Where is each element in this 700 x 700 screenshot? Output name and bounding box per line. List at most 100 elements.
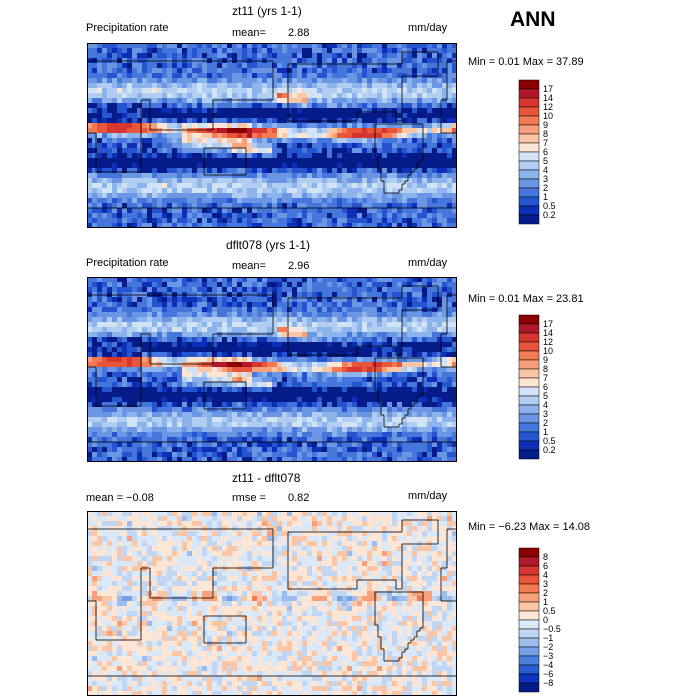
colorbar-segment <box>518 151 540 162</box>
colorbar-tick-label: −6 <box>543 669 553 679</box>
colorbar-tick-label: 10 <box>543 346 553 356</box>
colorbar-tick-label: 4 <box>543 570 548 580</box>
colorbar-segment <box>518 673 540 684</box>
colorbar-tick-label: 3 <box>543 579 548 589</box>
colorbar-tick-label: 2 <box>543 418 548 428</box>
colorbar-tick-label: 9 <box>543 120 548 130</box>
panel-2-range: Min = 0.01 Max = 23.81 <box>468 293 584 305</box>
panel-2-stat-label: mean= <box>232 260 266 272</box>
colorbar-tick-label: −1 <box>543 633 553 643</box>
colorbar-segment <box>518 619 540 630</box>
panel-3-stat-value: 0.82 <box>288 492 310 504</box>
colorbar-segment <box>518 359 540 370</box>
colorbar-tick-label: 4 <box>543 165 548 175</box>
colorbar-tick-label: 1 <box>543 192 548 202</box>
colorbar-segment <box>518 664 540 675</box>
colorbar-tick-label: 6 <box>543 561 548 571</box>
colorbar-segment <box>518 646 540 657</box>
colorbar-tick-label: −8 <box>543 678 553 688</box>
colorbar-segment <box>518 574 540 585</box>
colorbar-tick-label: 8 <box>543 364 548 374</box>
colorbar-tick-label: 12 <box>543 337 553 347</box>
panel-1-units: mm/day <box>408 22 448 34</box>
panel-1-left-label: Precipitation rate <box>86 22 169 34</box>
colorbar-segment <box>518 323 540 334</box>
colorbar-tick-label: 7 <box>543 373 548 383</box>
colorbar-segment <box>518 413 540 424</box>
colorbar-tick-label: 2 <box>543 588 548 598</box>
colorbar-tick-label: −3 <box>543 651 553 661</box>
colorbar-segment <box>518 655 540 666</box>
colorbar-segment <box>518 205 540 216</box>
colorbar-tick-label: 5 <box>543 391 548 401</box>
colorbar-segment <box>518 97 540 108</box>
field-raster <box>87 511 457 696</box>
colorbar-segment <box>518 314 540 325</box>
colorbar-tick-label: 8 <box>543 552 548 562</box>
colorbar-tick-label: 1 <box>543 427 548 437</box>
panel-1-stat-value: 2.88 <box>288 27 310 39</box>
colorbar-segment <box>518 187 540 198</box>
colorbar-tick-label: 6 <box>543 382 548 392</box>
colorbar-segment <box>518 133 540 144</box>
panel-2-title: dflt078 (yrs 1-1) <box>226 238 311 252</box>
panel-2-stat-value: 2.96 <box>288 260 310 272</box>
colorbar-segment <box>518 610 540 621</box>
panel-3-range: Min = −6.23 Max = 14.08 <box>468 521 590 533</box>
colorbar-segment <box>518 160 540 171</box>
colorbar-tick-label: 3 <box>543 174 548 184</box>
panel-3-map <box>87 511 457 696</box>
field-raster <box>87 277 457 462</box>
panel-2-left-label: Precipitation rate <box>86 257 169 269</box>
colorbar-tick-label: 1 <box>543 597 548 607</box>
colorbar-tick-label: 17 <box>543 319 553 329</box>
colorbar-segment <box>518 395 540 406</box>
colorbar-segment <box>518 106 540 117</box>
field-raster <box>87 43 457 228</box>
panel-1-stat-label: mean= <box>232 27 266 39</box>
colorbar-segment <box>518 592 540 603</box>
colorbar-tick-label: 17 <box>543 84 553 94</box>
colorbar-segment <box>518 377 540 388</box>
colorbar-segment <box>518 332 540 343</box>
panel-3-title: zt11 - dflt078 <box>232 471 301 485</box>
colorbar-tick-label: −2 <box>543 642 553 652</box>
colorbar-tick-label: 14 <box>543 328 553 338</box>
colorbar-segment <box>518 386 540 397</box>
colorbar-segment <box>518 422 540 433</box>
map-frame <box>87 277 457 462</box>
colorbar-segment <box>518 682 540 693</box>
colorbar-segment <box>518 583 540 594</box>
colorbar-segment <box>518 214 540 225</box>
colorbar-tick-label: 0.5 <box>543 606 556 616</box>
colorbar-segment <box>518 601 540 612</box>
colorbar-tick-label: 0.5 <box>543 201 556 211</box>
panel-1-map <box>87 43 457 228</box>
panel-3-left-label: mean = −0.08 <box>86 492 154 504</box>
panel-2-map <box>87 277 457 462</box>
panel-1-title: zt11 (yrs 1-1) <box>232 4 302 18</box>
colorbar-tick-label: −0.5 <box>543 624 561 634</box>
colorbar-segment <box>518 368 540 379</box>
colorbar-segment <box>518 142 540 153</box>
colorbar-segment <box>518 431 540 442</box>
colorbar-segment <box>518 556 540 567</box>
colorbar-segment <box>518 124 540 135</box>
season-label: ANN <box>510 8 556 31</box>
map-frame <box>87 43 457 228</box>
colorbar-segment <box>518 196 540 207</box>
colorbar-tick-label: 7 <box>543 138 548 148</box>
colorbar-segment <box>518 178 540 189</box>
colorbar-segment <box>518 115 540 126</box>
colorbar-tick-label: 6 <box>543 147 548 157</box>
colorbar-tick-label: 0.2 <box>543 445 556 455</box>
colorbar-tick-label: 10 <box>543 111 553 121</box>
coastlines <box>87 519 457 677</box>
panel-2-units: mm/day <box>408 257 448 269</box>
colorbar-tick-label: 8 <box>543 129 548 139</box>
colorbar-tick-label: 0.2 <box>543 210 556 220</box>
colorbar-segment <box>518 440 540 451</box>
colorbar-segment <box>518 341 540 352</box>
